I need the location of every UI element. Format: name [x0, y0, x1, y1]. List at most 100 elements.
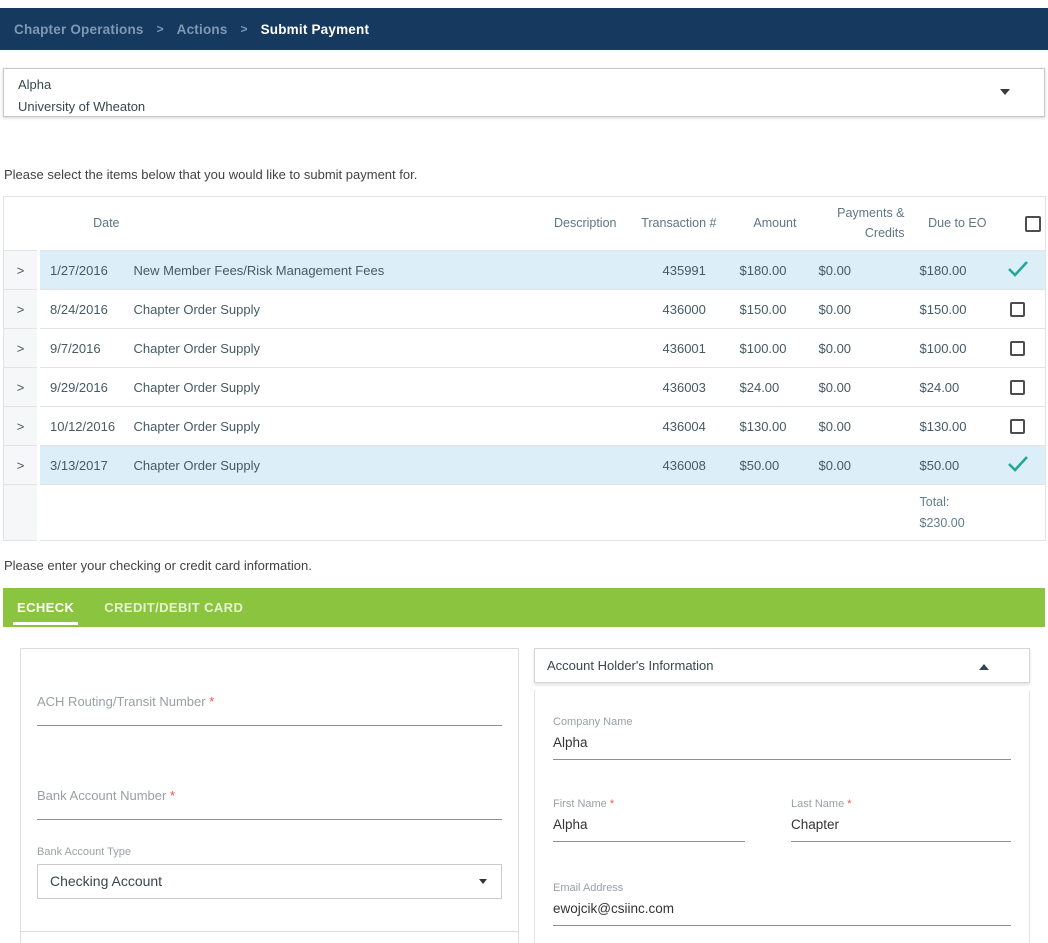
bank-account-placeholder: Bank Account Number: [37, 788, 166, 803]
breadcrumb-separator-icon: >: [157, 22, 164, 36]
cell-payments: $0.00: [801, 368, 909, 407]
first-name-value: Alpha: [553, 817, 745, 832]
row-expander[interactable]: >: [4, 407, 39, 446]
chevron-down-icon: [1000, 89, 1010, 95]
card-divider: [21, 931, 518, 932]
input-underline: [37, 725, 502, 726]
row-expander[interactable]: >: [4, 329, 39, 368]
header-description: Description: [124, 197, 621, 251]
bank-account-number-input[interactable]: Bank Account Number *: [37, 788, 502, 820]
cell-transaction: 436000: [621, 290, 721, 329]
email-field[interactable]: Email Address ewojcik@csiinc.com: [553, 882, 1011, 926]
total-value: $230.00: [920, 513, 990, 534]
cell-transaction: 435991: [621, 251, 721, 290]
echeck-form-card: ACH Routing/Transit Number * Bank Accoun…: [20, 648, 519, 943]
cell-description: Chapter Order Supply: [124, 368, 621, 407]
select-items-instruction: Please select the items below that you w…: [4, 167, 1048, 182]
header-due-to-eo: Due to EO: [909, 197, 991, 251]
breadcrumb-chapter-operations[interactable]: Chapter Operations: [14, 22, 144, 37]
cell-transaction: 436008: [621, 446, 721, 485]
ach-routing-placeholder: ACH Routing/Transit Number: [37, 694, 206, 709]
row-checkbox[interactable]: [1010, 419, 1025, 434]
selected-check-icon[interactable]: [1007, 455, 1029, 472]
cell-amount: $180.00: [721, 251, 801, 290]
table-row[interactable]: >8/24/2016Chapter Order Supply436000$150…: [4, 290, 1046, 329]
table-row[interactable]: >1/27/2016New Member Fees/Risk Managemen…: [4, 251, 1046, 290]
cell-due: $130.00: [909, 407, 991, 446]
cell-payments: $0.00: [801, 290, 909, 329]
required-marker: *: [209, 694, 214, 709]
table-row[interactable]: >10/12/2016Chapter Order Supply436004$13…: [4, 407, 1046, 446]
row-checkbox[interactable]: [1010, 380, 1025, 395]
cell-select: [991, 329, 1046, 368]
bank-account-type-label: Bank Account Type: [37, 846, 502, 858]
row-expander[interactable]: >: [4, 251, 39, 290]
invoice-table: Date Description Transaction # Amount Pa…: [3, 196, 1045, 541]
bank-account-type-select[interactable]: Checking Account: [37, 864, 502, 899]
cell-amount: $150.00: [721, 290, 801, 329]
cell-select: [991, 446, 1046, 485]
input-underline: [553, 841, 745, 842]
chapter-school: University of Wheaton: [18, 99, 1030, 114]
company-name-field[interactable]: Company Name Alpha: [553, 690, 1011, 760]
cell-description: New Member Fees/Risk Management Fees: [124, 251, 621, 290]
input-underline: [553, 759, 1011, 760]
table-row[interactable]: >9/29/2016Chapter Order Supply436003$24.…: [4, 368, 1046, 407]
account-holder-header[interactable]: Account Holder's Information: [534, 648, 1030, 683]
cell-transaction: 436001: [621, 329, 721, 368]
cell-payments: $0.00: [801, 407, 909, 446]
chapter-name: Alpha: [18, 77, 1030, 92]
table-row[interactable]: >9/7/2016Chapter Order Supply436001$100.…: [4, 329, 1046, 368]
ach-routing-input[interactable]: ACH Routing/Transit Number *: [37, 694, 502, 726]
cell-amount: $24.00: [721, 368, 801, 407]
breadcrumb: Chapter Operations > Actions > Submit Pa…: [0, 8, 1048, 50]
row-expander[interactable]: >: [4, 368, 39, 407]
cell-amount: $100.00: [721, 329, 801, 368]
row-checkbox[interactable]: [1010, 341, 1025, 356]
cell-select: [991, 407, 1046, 446]
cell-date: 9/7/2016: [39, 329, 124, 368]
tab-credit-debit-card[interactable]: CREDIT/DEBIT CARD: [100, 590, 247, 625]
invoice-table-body: >1/27/2016New Member Fees/Risk Managemen…: [4, 251, 1046, 485]
input-underline: [791, 841, 1011, 842]
cell-date: 8/24/2016: [39, 290, 124, 329]
company-name-value: Alpha: [553, 735, 1011, 750]
payment-method-tabs: ECHECK CREDIT/DEBIT CARD: [3, 588, 1045, 627]
chapter-selector-dropdown[interactable]: Alpha University of Wheaton: [3, 68, 1045, 117]
email-label: Email Address: [553, 882, 1011, 894]
header-amount: Amount: [721, 197, 801, 251]
account-holder-panel: Account Holder's Information Company Nam…: [534, 648, 1030, 943]
cell-description: Chapter Order Supply: [124, 446, 621, 485]
row-expander[interactable]: >: [4, 290, 39, 329]
first-name-label: First Name: [553, 798, 607, 810]
required-marker: *: [610, 798, 614, 810]
cell-date: 3/13/2017: [39, 446, 124, 485]
last-name-value: Chapter: [791, 817, 1011, 832]
last-name-label: Last Name: [791, 798, 844, 810]
cell-description: Chapter Order Supply: [124, 290, 621, 329]
account-holder-title: Account Holder's Information: [547, 658, 714, 673]
row-expander[interactable]: >: [4, 446, 39, 485]
bank-account-type-value: Checking Account: [50, 873, 162, 889]
email-value: ewojcik@csiinc.com: [553, 901, 1011, 916]
cell-amount: $50.00: [721, 446, 801, 485]
first-name-field[interactable]: First Name * Alpha: [553, 798, 745, 842]
total-row: Total: $230.00: [4, 485, 1046, 541]
selected-check-icon[interactable]: [1007, 260, 1029, 277]
cell-description: Chapter Order Supply: [124, 329, 621, 368]
input-underline: [37, 819, 502, 820]
header-date: Date: [39, 197, 124, 251]
cell-due: $150.00: [909, 290, 991, 329]
table-row[interactable]: >3/13/2017Chapter Order Supply436008$50.…: [4, 446, 1046, 485]
tab-echeck[interactable]: ECHECK: [13, 590, 78, 625]
header-transaction: Transaction #: [621, 197, 721, 251]
required-marker: *: [847, 798, 851, 810]
breadcrumb-separator-icon: >: [241, 22, 248, 36]
cell-select: [991, 290, 1046, 329]
select-all-checkbox[interactable]: [1025, 216, 1041, 232]
cell-due: $180.00: [909, 251, 991, 290]
last-name-field[interactable]: Last Name * Chapter: [791, 798, 1011, 842]
row-checkbox[interactable]: [1010, 302, 1025, 317]
cell-select: [991, 368, 1046, 407]
breadcrumb-actions[interactable]: Actions: [177, 22, 228, 37]
